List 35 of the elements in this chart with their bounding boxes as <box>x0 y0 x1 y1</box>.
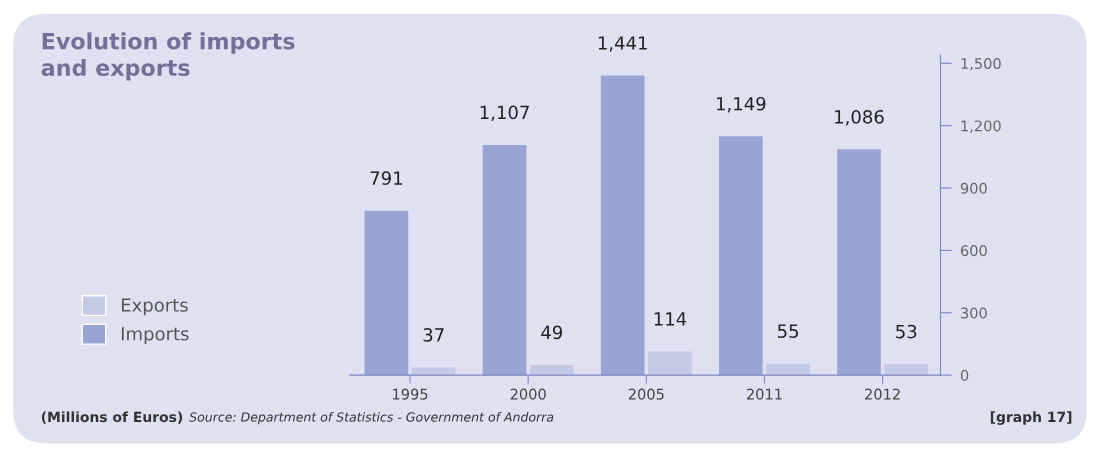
data-label: 791 <box>370 171 402 185</box>
x-tick-label: 2012 <box>865 388 900 400</box>
legend-label: Imports <box>121 327 189 345</box>
data-label: 1,086 <box>835 109 884 126</box>
data-label: 53 <box>896 324 917 339</box>
text: [graph 17] <box>990 411 1072 425</box>
y-tick-label: 300 <box>961 307 987 319</box>
x-tick-label: 2005 <box>628 388 664 400</box>
legend-label: Exports <box>121 298 188 316</box>
bar <box>718 136 763 376</box>
y-tick-label: 900 <box>960 182 987 194</box>
text: Evolution of imports and exports <box>41 32 295 81</box>
source-note: Source: Department of Statistics - Government of Andorra <box>189 412 554 425</box>
x-tick-label: 1995 <box>393 388 428 400</box>
x-tick-label: 2000 <box>510 388 546 400</box>
y-tick-label: 1,500 <box>961 58 1001 71</box>
data-label: 49 <box>541 325 563 340</box>
bar <box>600 75 645 376</box>
data-label: 1,149 <box>716 96 766 113</box>
y-tick-label: 0 <box>960 369 969 381</box>
x-tick-label: 2011 <box>746 388 782 400</box>
data-label: 1,107 <box>480 105 529 122</box>
bar <box>884 364 929 376</box>
bar <box>364 210 409 376</box>
y-tick-label: 1,200 <box>961 120 1001 133</box>
bar <box>648 351 692 376</box>
bar <box>482 145 527 376</box>
data-label: 55 <box>778 324 799 338</box>
bar <box>411 367 456 376</box>
data-label: 1,441 <box>598 36 647 52</box>
y-tick-label: 600 <box>960 245 987 257</box>
bar <box>837 149 881 376</box>
data-label: 37 <box>423 328 444 342</box>
data-label: 114 <box>654 312 687 326</box>
text: (Millions of Euros) <box>41 411 183 424</box>
